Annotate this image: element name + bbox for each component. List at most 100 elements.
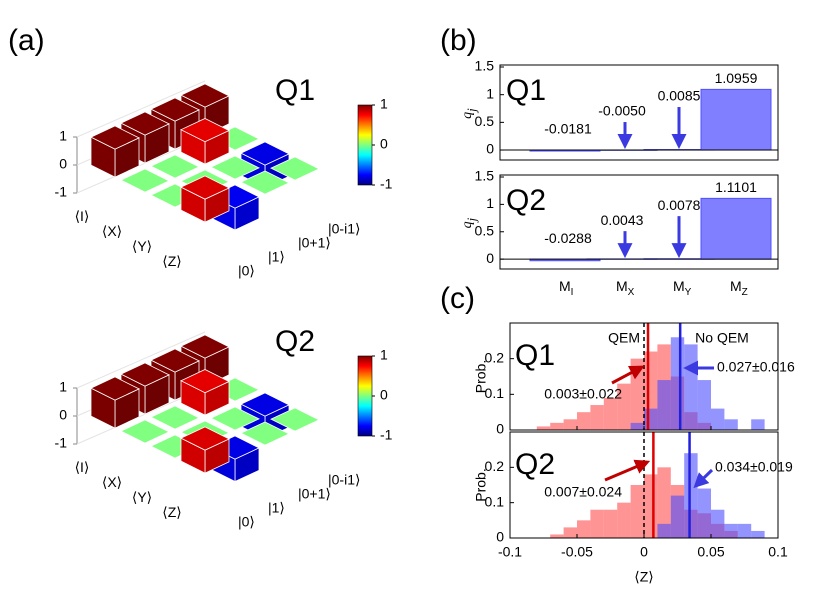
y-axis-label: qj	[460, 217, 479, 228]
colorbar-tick-label: 0	[380, 387, 388, 403]
x-tick-label-sub: Y	[685, 287, 692, 298]
y-axis-label: Prob.	[473, 468, 489, 501]
bar-3d	[180, 426, 230, 474]
value-label: -0.0181	[544, 121, 592, 137]
bar-top	[270, 156, 320, 181]
bar-top	[180, 334, 230, 359]
histogram-bar	[751, 530, 765, 538]
x-tick-label: 0.1	[768, 544, 788, 560]
y-tick-label: 0	[486, 141, 494, 157]
bar-top	[180, 426, 230, 451]
value-label: 0.0085	[658, 88, 701, 104]
value-label: 1.0959	[715, 70, 758, 86]
histogram-bar	[657, 467, 671, 538]
panel-label: (a)	[8, 24, 45, 57]
value-label: -0.0050	[598, 103, 646, 119]
histogram-bar	[724, 419, 738, 430]
arrow	[693, 468, 714, 489]
row-label: ⟨X⟩	[102, 223, 122, 239]
colorbar	[357, 104, 373, 186]
bar-3d	[240, 421, 290, 446]
axes-box	[509, 322, 779, 431]
histogram-bar	[711, 509, 725, 538]
colorbar-tick-label: 0	[380, 136, 388, 152]
x-tick-label: MX	[616, 278, 635, 298]
value-label: 1.1101	[715, 179, 757, 195]
column-label: |0+1⟩	[298, 486, 331, 502]
row-label: ⟨X⟩	[102, 474, 122, 490]
bar-3d	[120, 168, 170, 193]
value-label: 0.0043	[601, 212, 644, 228]
x-tick-label-sub: I	[571, 287, 574, 298]
histogram-bar	[697, 380, 711, 430]
axes-box	[509, 431, 779, 539]
axes-box	[499, 174, 779, 270]
plot-title: Q1	[515, 339, 555, 372]
y-axis-label-base: q	[460, 112, 475, 119]
column-label: |1⟩	[268, 249, 285, 265]
bar-3d	[90, 125, 140, 178]
bar-top	[180, 369, 230, 394]
panel-label: (c)	[440, 282, 475, 315]
histogram-bar	[617, 502, 631, 538]
y-tick-label: 1.5	[475, 168, 495, 184]
mean-label: 0.003±0.022	[544, 386, 622, 402]
bar	[700, 88, 772, 151]
y-tick-label: 0	[496, 421, 504, 437]
bar-top	[210, 406, 260, 431]
column-label: |0-i1⟩	[328, 472, 360, 488]
bar-top	[270, 407, 320, 432]
y-axis-label-sub: j	[464, 217, 479, 223]
row-label: ⟨Y⟩	[132, 238, 152, 254]
histogram-bar	[630, 422, 644, 430]
y-tick-label: 0.2	[485, 458, 505, 474]
bar-top	[120, 419, 170, 444]
y-axis-label: qj	[460, 108, 479, 119]
x-tick-label-base: M	[559, 278, 571, 294]
x-tick-label: MY	[673, 278, 692, 298]
bar-3d	[210, 155, 260, 180]
bar-3d	[150, 405, 200, 430]
histogram-bar	[550, 534, 564, 538]
colorbar-tick-label: -1	[380, 427, 393, 443]
colorbar-tick-label: -1	[380, 176, 393, 192]
y-tick-label: 0	[496, 529, 504, 545]
z-tick-label: -1	[55, 184, 68, 200]
arrow	[604, 459, 651, 482]
z-tick-label: 1	[59, 128, 67, 144]
y-tick-label: 0.1	[485, 385, 505, 401]
series-label: No QEM	[695, 330, 749, 346]
histogram-bar	[563, 419, 577, 430]
bar-top	[180, 83, 230, 108]
y-axis-label: Prob.	[473, 360, 489, 393]
x-tick-label-sub: Z	[742, 287, 748, 298]
histogram-bar	[711, 408, 725, 430]
plot-title: Q2	[275, 325, 315, 358]
histogram-bar	[550, 422, 564, 430]
bar-top	[120, 362, 170, 387]
colorbar	[357, 355, 373, 437]
x-tick-label-base: M	[616, 278, 628, 294]
x-tick-label-base: M	[730, 278, 742, 294]
histogram-bar	[751, 419, 765, 430]
bar-3d	[180, 175, 230, 223]
y-tick-label: 0.2	[485, 349, 505, 365]
bar-top	[180, 175, 230, 200]
histogram-bar	[603, 397, 618, 430]
x-tick-label: MI	[559, 278, 573, 298]
plot-title: Q1	[275, 74, 315, 107]
x-tick-label: 0.05	[697, 544, 724, 560]
histogram-bar	[684, 344, 698, 430]
histogram-bar	[563, 527, 577, 538]
value-label: -0.0288	[544, 230, 592, 246]
bar-3d	[90, 376, 140, 429]
x-tick-label-base: M	[673, 278, 685, 294]
bar-3d	[180, 118, 230, 165]
histogram-bar	[617, 383, 631, 430]
y-tick-label: 0	[486, 250, 494, 266]
y-tick-label: 0.5	[475, 222, 495, 238]
bar-top	[150, 348, 200, 373]
bar-3d	[180, 369, 230, 416]
z-tick-label: 0	[59, 407, 67, 423]
grid-line	[76, 331, 206, 389]
